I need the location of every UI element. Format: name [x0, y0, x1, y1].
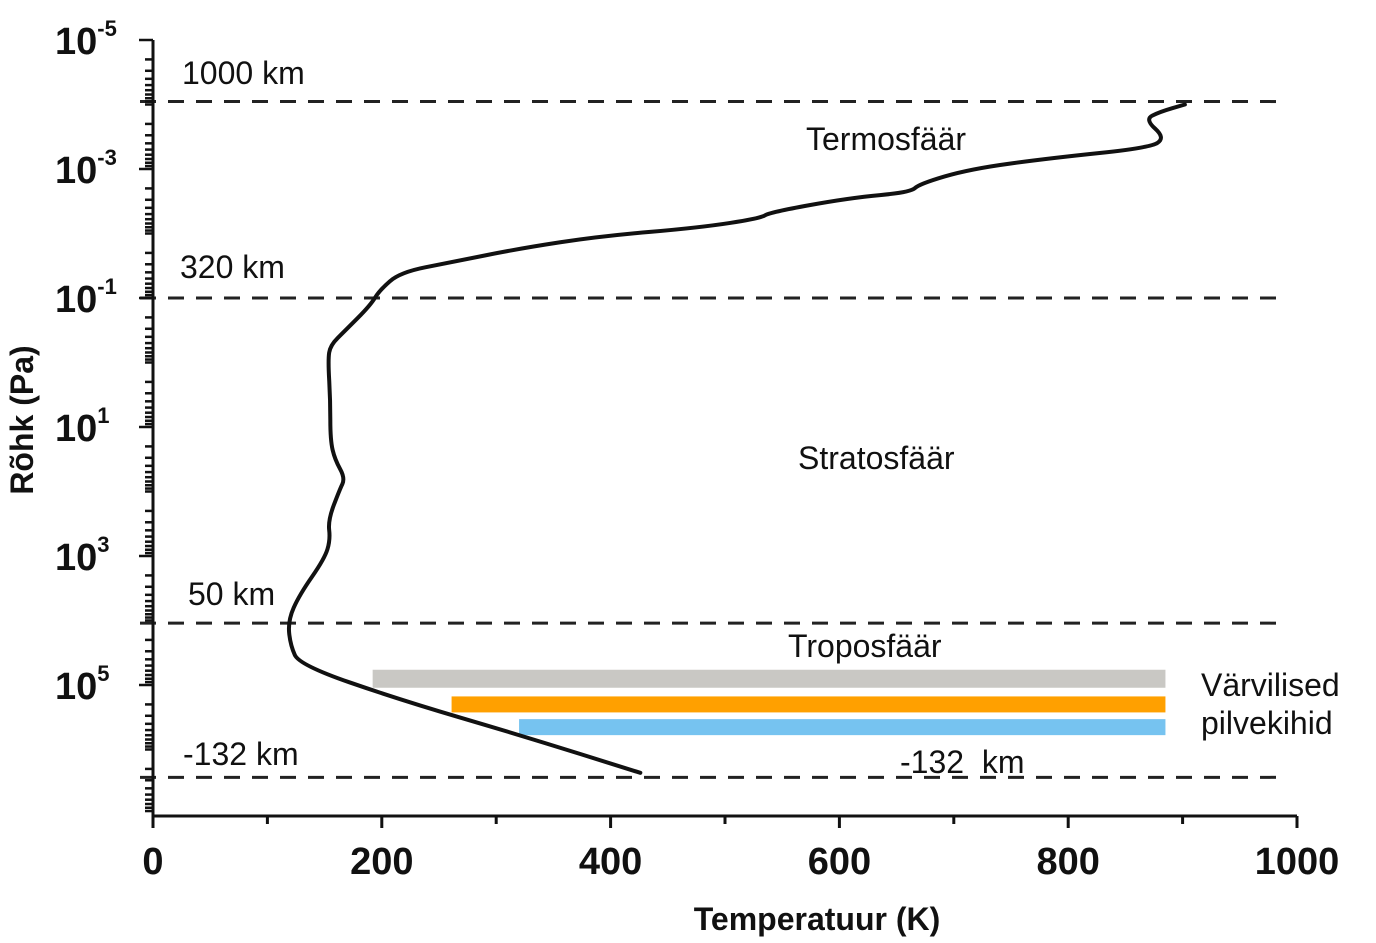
cloud-layer-bar — [372, 669, 1166, 688]
x-tick-label: 200 — [350, 841, 413, 883]
label-cloud-layers-line1: Värvilised — [1201, 667, 1340, 703]
label-thermosphere: Termosfäär — [806, 121, 966, 157]
cloud-layer-bar — [519, 719, 1166, 736]
y-tick-label: 101 — [55, 403, 110, 450]
x-tick-label: 400 — [579, 841, 642, 883]
label-boundary-minus132km: -132 km — [183, 736, 299, 772]
label-boundary-320km: 320 km — [180, 249, 285, 285]
temperature-profile-line — [286, 102, 1187, 775]
cloud-layer-bar — [451, 696, 1166, 713]
label-stratosphere: Stratosfäär — [798, 440, 955, 476]
x-tick-label: 800 — [1036, 841, 1099, 883]
y-tick-label: 103 — [55, 532, 110, 579]
y-tick-label: 10-3 — [55, 145, 117, 192]
label-boundary-1000km: 1000 km — [182, 55, 305, 91]
label-troposphere: Troposfäär — [788, 628, 942, 664]
y-tick-label: 105 — [55, 661, 110, 708]
y-tick-label: 10-1 — [55, 274, 117, 321]
label-cloud-layers-line2: pilvekihid — [1201, 705, 1333, 741]
x-axis-title: Temperatuur (K) — [694, 901, 941, 937]
y-tick-label: 10-5 — [55, 16, 117, 63]
label-boundary-50km: 50 km — [188, 576, 275, 612]
x-tick-label: 0 — [142, 841, 163, 883]
x-tick-label: 1000 — [1255, 841, 1340, 883]
y-axis-title: Rõhk (Pa) — [4, 345, 40, 494]
label-boundary-minus132km-right: -132 km — [900, 744, 1024, 780]
x-tick-label: 600 — [808, 841, 871, 883]
